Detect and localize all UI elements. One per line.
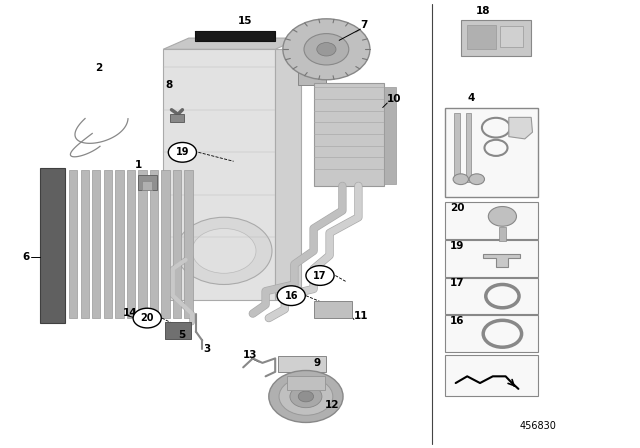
- FancyBboxPatch shape: [161, 170, 170, 318]
- Polygon shape: [163, 38, 301, 49]
- Circle shape: [269, 370, 343, 422]
- FancyBboxPatch shape: [69, 170, 77, 318]
- FancyBboxPatch shape: [278, 356, 326, 372]
- FancyBboxPatch shape: [195, 31, 275, 41]
- FancyBboxPatch shape: [170, 114, 184, 122]
- Text: 2: 2: [95, 63, 102, 73]
- Text: 16: 16: [450, 316, 465, 326]
- FancyBboxPatch shape: [445, 278, 538, 314]
- FancyBboxPatch shape: [150, 170, 158, 318]
- Text: 9: 9: [314, 358, 321, 368]
- FancyBboxPatch shape: [81, 170, 89, 318]
- Text: 17: 17: [313, 271, 327, 280]
- Circle shape: [279, 378, 333, 415]
- Text: 8: 8: [165, 80, 172, 90]
- Text: 12: 12: [325, 401, 340, 410]
- Text: 10: 10: [387, 95, 402, 104]
- Circle shape: [304, 34, 349, 65]
- Text: 4: 4: [467, 93, 475, 103]
- FancyBboxPatch shape: [115, 170, 124, 318]
- FancyBboxPatch shape: [184, 170, 193, 318]
- Text: 19: 19: [175, 147, 189, 157]
- FancyBboxPatch shape: [445, 355, 538, 396]
- Text: 1: 1: [134, 160, 141, 170]
- FancyBboxPatch shape: [142, 181, 152, 190]
- Text: 15: 15: [238, 16, 253, 26]
- Text: 11: 11: [354, 311, 369, 321]
- Circle shape: [192, 228, 256, 273]
- FancyBboxPatch shape: [173, 170, 181, 318]
- Circle shape: [168, 142, 196, 162]
- Text: 6: 6: [22, 252, 29, 262]
- Text: 14: 14: [123, 308, 138, 318]
- Circle shape: [298, 391, 314, 402]
- Circle shape: [176, 217, 272, 284]
- FancyBboxPatch shape: [445, 202, 538, 239]
- FancyBboxPatch shape: [138, 175, 157, 190]
- Circle shape: [469, 174, 484, 185]
- Circle shape: [283, 19, 370, 80]
- Text: 456830: 456830: [519, 421, 556, 431]
- FancyBboxPatch shape: [445, 240, 538, 277]
- FancyBboxPatch shape: [314, 83, 384, 186]
- FancyBboxPatch shape: [40, 168, 65, 323]
- Text: 13: 13: [243, 350, 258, 360]
- Text: 16: 16: [284, 291, 298, 301]
- FancyBboxPatch shape: [163, 49, 275, 300]
- FancyBboxPatch shape: [467, 25, 496, 49]
- Circle shape: [277, 286, 305, 306]
- Circle shape: [488, 207, 516, 226]
- Circle shape: [317, 43, 336, 56]
- Text: 18: 18: [476, 6, 490, 16]
- Circle shape: [290, 385, 322, 408]
- Text: 5: 5: [178, 330, 185, 340]
- FancyBboxPatch shape: [314, 301, 352, 318]
- FancyBboxPatch shape: [466, 113, 471, 182]
- FancyBboxPatch shape: [499, 227, 506, 241]
- FancyBboxPatch shape: [500, 26, 523, 47]
- Text: 20: 20: [140, 313, 154, 323]
- Circle shape: [453, 174, 468, 185]
- Circle shape: [306, 266, 334, 285]
- Polygon shape: [195, 31, 275, 41]
- Text: 3: 3: [204, 344, 211, 353]
- FancyBboxPatch shape: [384, 87, 396, 184]
- FancyBboxPatch shape: [454, 113, 460, 182]
- FancyBboxPatch shape: [461, 20, 531, 56]
- FancyBboxPatch shape: [138, 170, 147, 318]
- Text: 20: 20: [450, 203, 465, 213]
- FancyBboxPatch shape: [298, 38, 326, 85]
- FancyBboxPatch shape: [165, 322, 191, 339]
- FancyBboxPatch shape: [92, 170, 100, 318]
- FancyBboxPatch shape: [445, 108, 538, 197]
- Text: 19: 19: [450, 241, 464, 250]
- FancyBboxPatch shape: [127, 170, 135, 318]
- Polygon shape: [483, 254, 520, 267]
- Text: 7: 7: [360, 20, 368, 30]
- Text: 17: 17: [450, 278, 465, 288]
- FancyBboxPatch shape: [275, 49, 301, 300]
- FancyBboxPatch shape: [104, 170, 112, 318]
- Circle shape: [133, 308, 161, 328]
- FancyBboxPatch shape: [445, 315, 538, 352]
- FancyBboxPatch shape: [287, 376, 325, 390]
- Polygon shape: [509, 117, 532, 139]
